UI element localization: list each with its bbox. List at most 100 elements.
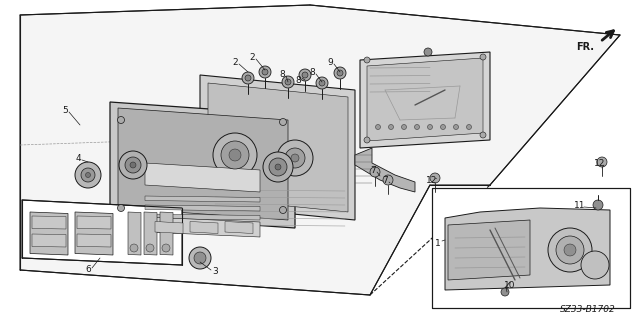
Circle shape bbox=[556, 236, 584, 264]
Circle shape bbox=[364, 57, 370, 63]
Circle shape bbox=[467, 124, 472, 130]
Circle shape bbox=[280, 118, 287, 125]
Circle shape bbox=[430, 173, 440, 183]
Circle shape bbox=[277, 140, 313, 176]
Circle shape bbox=[259, 66, 271, 78]
Circle shape bbox=[125, 157, 141, 173]
Circle shape bbox=[118, 116, 125, 124]
Circle shape bbox=[364, 137, 370, 143]
Polygon shape bbox=[145, 205, 260, 211]
Circle shape bbox=[146, 244, 154, 252]
Text: 8: 8 bbox=[309, 68, 315, 76]
Polygon shape bbox=[208, 83, 348, 212]
Text: 11: 11 bbox=[574, 201, 586, 210]
Polygon shape bbox=[155, 221, 183, 234]
Text: 5: 5 bbox=[62, 106, 68, 115]
Circle shape bbox=[282, 76, 294, 88]
Circle shape bbox=[130, 162, 136, 168]
Text: 8: 8 bbox=[279, 69, 285, 78]
Polygon shape bbox=[118, 108, 288, 220]
Circle shape bbox=[119, 151, 147, 179]
Polygon shape bbox=[145, 214, 260, 220]
Circle shape bbox=[189, 247, 211, 269]
Circle shape bbox=[376, 124, 381, 130]
Circle shape bbox=[424, 48, 432, 56]
Circle shape bbox=[302, 72, 308, 78]
Polygon shape bbox=[145, 163, 260, 192]
Circle shape bbox=[229, 149, 241, 161]
Circle shape bbox=[480, 132, 486, 138]
Text: 6: 6 bbox=[85, 266, 91, 275]
Polygon shape bbox=[77, 234, 111, 247]
Text: 7: 7 bbox=[370, 165, 376, 174]
Circle shape bbox=[593, 200, 603, 210]
Circle shape bbox=[337, 70, 343, 76]
Circle shape bbox=[86, 172, 90, 178]
Polygon shape bbox=[75, 212, 113, 255]
Circle shape bbox=[275, 164, 281, 170]
Polygon shape bbox=[225, 221, 253, 234]
Text: 3: 3 bbox=[212, 268, 218, 276]
Circle shape bbox=[194, 252, 206, 264]
Circle shape bbox=[548, 228, 592, 272]
Text: 12: 12 bbox=[595, 158, 605, 167]
Circle shape bbox=[162, 244, 170, 252]
Text: 4: 4 bbox=[75, 154, 81, 163]
Circle shape bbox=[415, 124, 419, 130]
Circle shape bbox=[263, 152, 293, 182]
Polygon shape bbox=[32, 234, 66, 247]
Circle shape bbox=[388, 124, 394, 130]
Circle shape bbox=[285, 148, 305, 168]
Polygon shape bbox=[128, 212, 141, 255]
Polygon shape bbox=[32, 216, 66, 229]
Circle shape bbox=[245, 75, 251, 81]
Circle shape bbox=[130, 244, 138, 252]
Polygon shape bbox=[445, 208, 610, 290]
Polygon shape bbox=[145, 196, 260, 202]
Circle shape bbox=[316, 77, 328, 89]
Circle shape bbox=[480, 54, 486, 60]
Circle shape bbox=[428, 124, 433, 130]
Text: 12: 12 bbox=[426, 175, 438, 185]
Circle shape bbox=[269, 158, 287, 176]
Text: 1: 1 bbox=[435, 238, 441, 247]
Text: 10: 10 bbox=[504, 281, 516, 290]
Circle shape bbox=[564, 244, 576, 256]
Polygon shape bbox=[360, 52, 490, 148]
Circle shape bbox=[280, 206, 287, 213]
Polygon shape bbox=[144, 212, 157, 255]
Polygon shape bbox=[200, 75, 355, 220]
Circle shape bbox=[370, 167, 380, 177]
Circle shape bbox=[383, 175, 393, 185]
Polygon shape bbox=[448, 220, 530, 280]
Text: 9: 9 bbox=[327, 58, 333, 67]
Circle shape bbox=[242, 72, 254, 84]
Circle shape bbox=[291, 154, 299, 162]
Polygon shape bbox=[110, 102, 295, 228]
Circle shape bbox=[454, 124, 458, 130]
Circle shape bbox=[319, 80, 325, 86]
Circle shape bbox=[285, 79, 291, 85]
Polygon shape bbox=[20, 5, 620, 295]
Polygon shape bbox=[367, 58, 483, 141]
Circle shape bbox=[75, 162, 101, 188]
Circle shape bbox=[334, 67, 346, 79]
Circle shape bbox=[299, 69, 311, 81]
Polygon shape bbox=[145, 217, 260, 237]
Circle shape bbox=[118, 204, 125, 212]
Polygon shape bbox=[77, 216, 111, 229]
Text: FR.: FR. bbox=[576, 42, 594, 52]
Circle shape bbox=[597, 157, 607, 167]
Polygon shape bbox=[22, 200, 182, 265]
Polygon shape bbox=[190, 221, 218, 234]
Circle shape bbox=[221, 141, 249, 169]
Text: 7: 7 bbox=[382, 175, 388, 185]
Polygon shape bbox=[30, 212, 68, 255]
Circle shape bbox=[501, 288, 509, 296]
Polygon shape bbox=[432, 188, 630, 308]
Text: 2: 2 bbox=[249, 52, 255, 61]
Text: 2: 2 bbox=[232, 58, 238, 67]
Polygon shape bbox=[355, 148, 415, 192]
Text: 8: 8 bbox=[295, 76, 301, 84]
Circle shape bbox=[440, 124, 445, 130]
